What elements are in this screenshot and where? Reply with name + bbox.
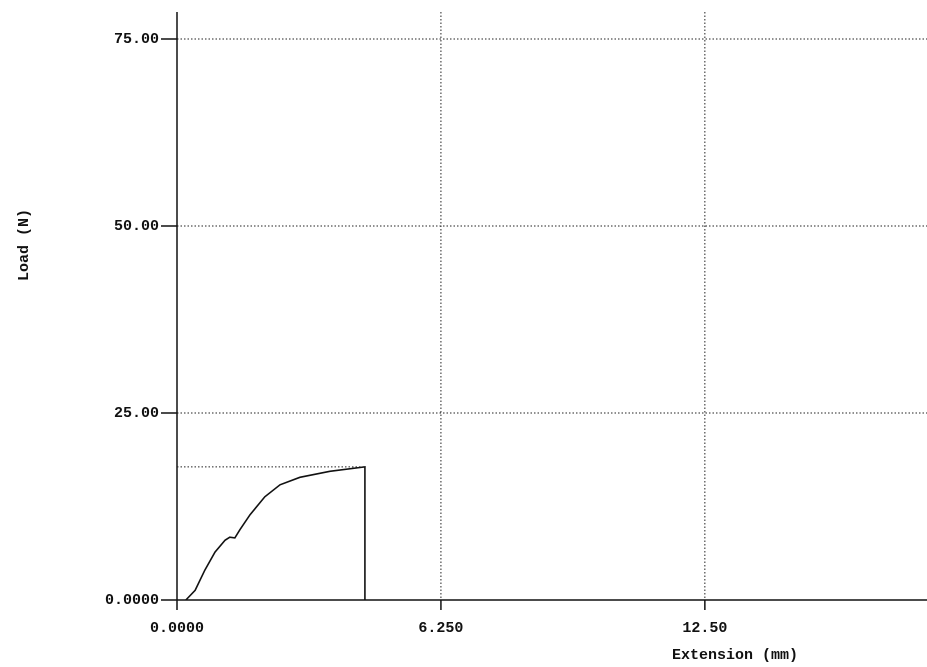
x-tick-label: 6.250 [418,620,463,637]
data-line [185,465,366,601]
y-tick-label: 0.0000 [105,592,159,609]
x-tick-label: 0.0000 [150,620,204,637]
x-tick-label: 12.50 [682,620,727,637]
y-tick-label: 50.00 [114,218,159,235]
y-axis-title: Load (N) [16,209,33,281]
x-axis-title: Extension (mm) [672,647,798,664]
y-tick-label: 75.00 [114,31,159,48]
y-tick-label: 25.00 [114,405,159,422]
